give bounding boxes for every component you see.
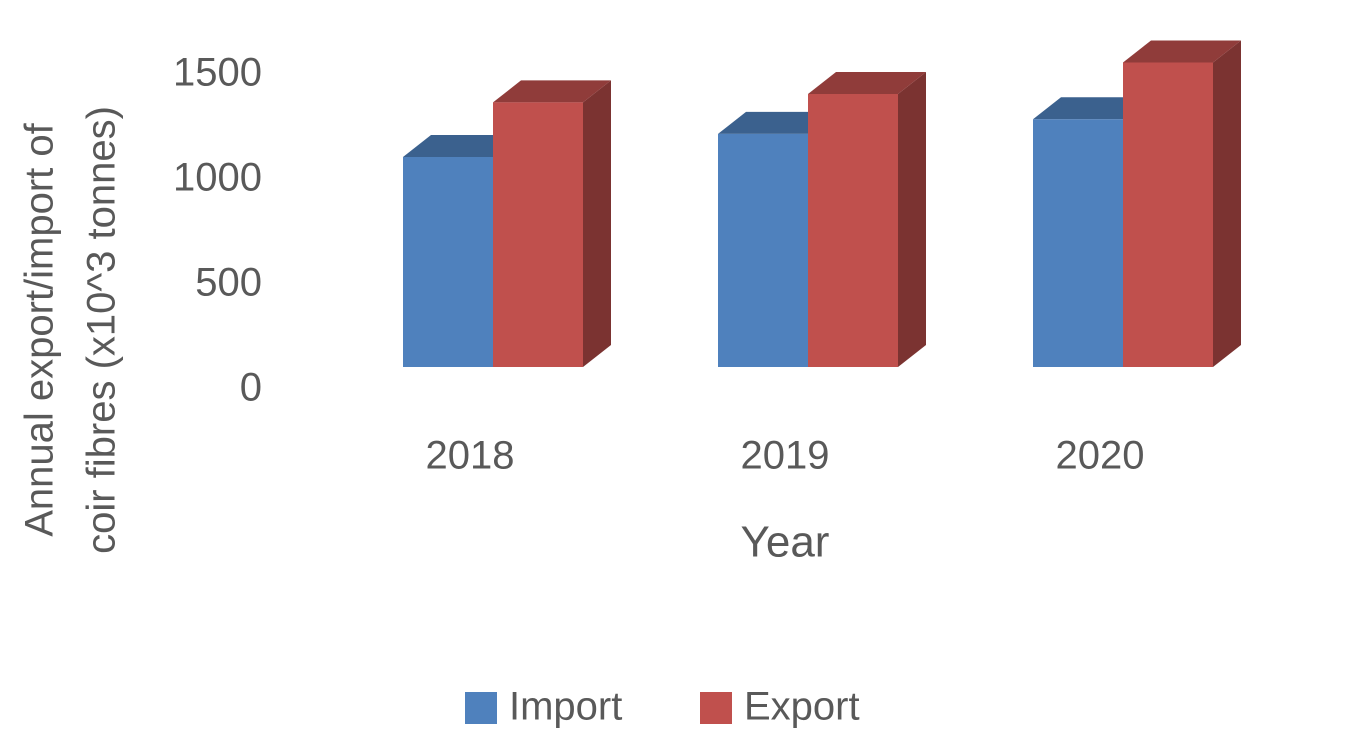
legend-label: Export — [744, 685, 860, 729]
bar-top — [808, 72, 926, 94]
x-tick-label: 2020 — [1056, 434, 1145, 478]
y-axis-title-line: coir fibres (x10^3 tonnes) — [80, 106, 124, 554]
bar — [808, 72, 926, 367]
legend-swatch — [700, 692, 732, 724]
y-axis-title: Annual export/import of coir fibres (x10… — [18, 106, 124, 554]
bar-top — [1123, 40, 1241, 63]
bar — [1123, 40, 1241, 367]
x-tick-label: 2018 — [426, 434, 515, 478]
bar-front — [808, 94, 898, 367]
bar-top — [718, 111, 836, 134]
y-axis-title-line: Annual export/import of — [18, 122, 62, 536]
bar-front — [1123, 62, 1213, 367]
y-tick-label: 500 — [195, 261, 262, 305]
y-tick-label: 1000 — [173, 156, 262, 200]
y-tick-label: 1500 — [173, 51, 262, 95]
bar-top — [1033, 97, 1151, 120]
x-tick-label: 2019 — [741, 434, 830, 478]
bar-side — [1213, 40, 1241, 367]
bar-front — [493, 102, 583, 368]
bar-front — [1033, 119, 1123, 367]
bar — [493, 80, 611, 368]
bar-top — [403, 135, 521, 157]
bar-front — [403, 157, 493, 367]
x-axis-title: Year — [741, 518, 830, 567]
bar-side — [898, 72, 926, 367]
legend-label: Import — [509, 685, 622, 729]
bar-top — [493, 80, 611, 103]
bar-side — [583, 80, 611, 368]
bar-front — [718, 133, 808, 367]
y-tick-label: 0 — [240, 366, 262, 410]
legend-swatch — [465, 692, 497, 724]
